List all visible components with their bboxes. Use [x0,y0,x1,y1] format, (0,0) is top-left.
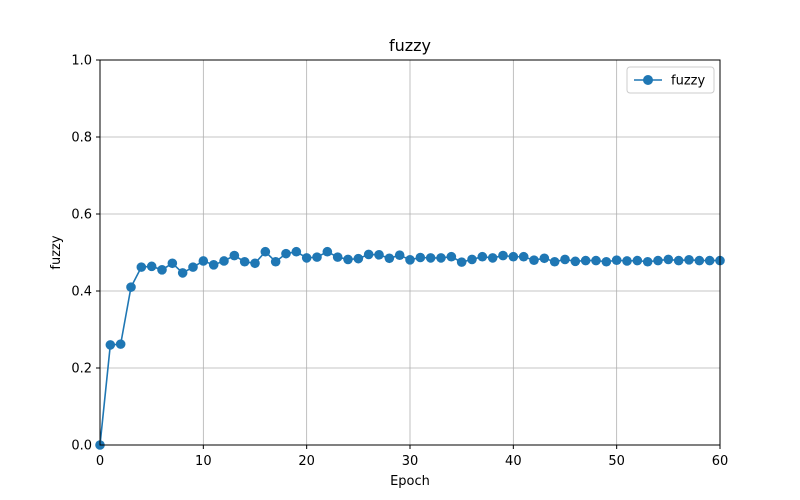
x-tick-label: 60 [712,454,729,469]
data-point [632,255,643,266]
data-point [539,253,550,264]
data-point [136,262,147,272]
data-point [405,255,415,265]
data-point [250,258,260,269]
y-tick-label: 1.0 [71,54,92,69]
data-point [549,256,560,267]
data-point [281,248,291,259]
x-tick-label: 50 [608,454,625,469]
data-point [425,253,436,263]
data-point [622,256,632,266]
data-point [270,256,281,267]
legend-marker-swatch [643,75,653,85]
y-tick-label: 0.2 [71,362,92,377]
data-point [673,255,684,266]
data-point [374,250,384,260]
x-tick-label: 0 [96,454,104,469]
data-point [157,265,167,275]
data-point [384,253,395,264]
data-point [208,260,219,270]
x-axis-label: Epoch [390,474,430,489]
x-tick-label: 20 [298,454,315,469]
legend-entry-label: fuzzy [671,74,705,89]
data-point [529,255,539,265]
chart-title: fuzzy [389,36,431,55]
data-point [580,255,591,266]
data-point [477,251,488,262]
data-point [239,256,250,267]
data-point [591,255,601,266]
data-point [291,246,302,257]
data-point [146,261,157,272]
data-point [560,254,570,265]
legend-box [626,66,715,94]
data-point [115,339,126,349]
data-point [188,262,198,272]
y-tick-label: 0.4 [71,285,92,300]
data-point [456,257,467,267]
y-axis-ticks: 0.0 0.2 0.4 0.6 0.8 1.0 [71,54,100,454]
data-point [167,258,178,269]
data-point [322,246,333,257]
data-point [353,253,364,264]
y-tick-label: 0.0 [71,439,92,454]
data-point [394,250,405,260]
data-point [260,246,271,257]
data-point [642,256,653,267]
data-point [611,255,622,265]
data-point [518,251,529,262]
data-point [694,255,705,266]
y-tick-label: 0.8 [71,131,92,146]
data-point [312,252,322,262]
data-point [653,255,663,266]
data-point [177,268,188,278]
x-tick-label: 40 [505,454,522,469]
data-point [332,252,343,262]
data-point [467,254,477,265]
data-point [684,255,694,265]
data-point [436,253,446,263]
y-axis-label: fuzzy [49,235,64,269]
x-axis-ticks: 0 10 20 30 40 50 60 [96,445,728,469]
data-point [601,256,612,267]
data-point [229,250,240,261]
data-point [704,255,715,266]
data-point [570,256,581,267]
x-tick-label: 30 [402,454,419,469]
data-point [219,256,229,266]
data-point [415,252,426,263]
legend: fuzzy [626,66,715,94]
data-point [126,282,136,292]
data-point [446,251,457,262]
data-point [105,340,116,350]
data-point [487,253,498,263]
data-point [198,256,209,266]
y-tick-label: 0.6 [71,208,92,223]
data-point [498,250,508,261]
x-tick-label: 10 [195,454,212,469]
series-layer [95,246,725,450]
data-point [301,253,312,263]
data-point [663,254,674,265]
data-point [343,254,353,265]
plot-frame [99,59,721,446]
data-point [508,251,519,262]
data-point [363,249,374,260]
